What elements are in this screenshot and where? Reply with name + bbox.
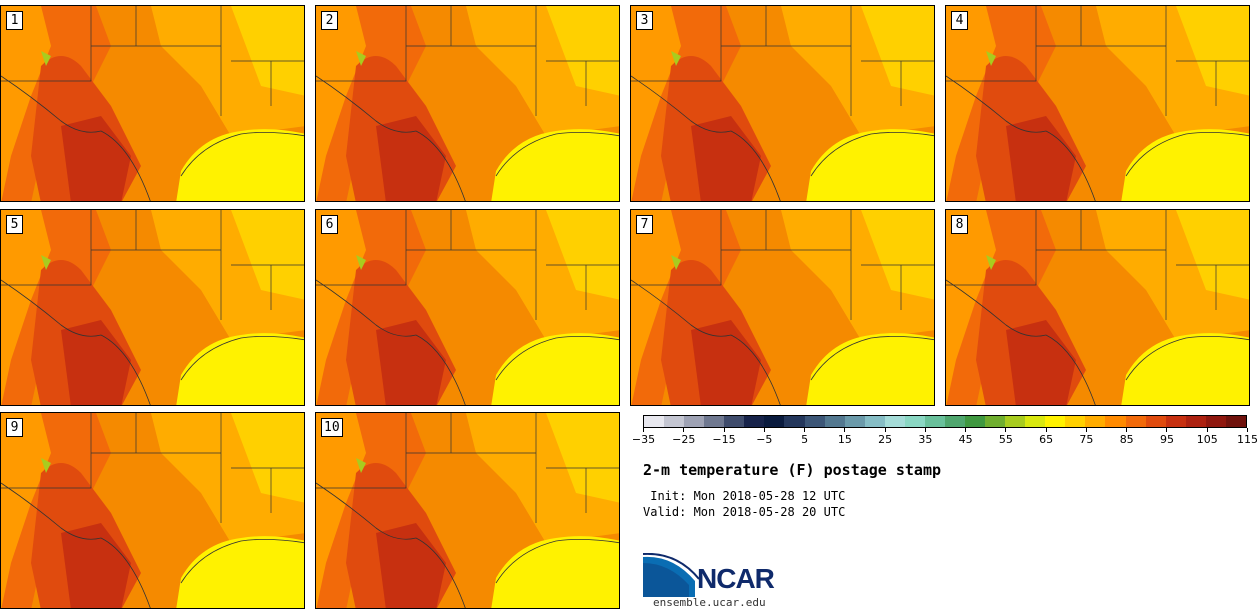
member-number-label: 7 <box>636 215 653 234</box>
member-number-label: 2 <box>321 11 338 30</box>
member-map-panel: 3 <box>630 5 935 202</box>
colorbar-swatch <box>1105 416 1126 427</box>
colorbar-tick: −15 <box>712 428 736 446</box>
member-number-label: 5 <box>6 215 23 234</box>
colorbar-swatch <box>965 416 986 427</box>
colorbar-swatch <box>1185 416 1206 427</box>
member-map-panel: 7 <box>630 209 935 406</box>
init-time: Init: Mon 2018-05-28 12 UTC <box>643 489 846 503</box>
colorbar-swatch <box>1005 416 1026 427</box>
colorbar-tick: 25 <box>878 428 892 446</box>
colorbar-swatch <box>1205 416 1226 427</box>
colorbar-swatch <box>744 416 765 427</box>
colorbar-swatch <box>1125 416 1146 427</box>
member-map-panel: 8 <box>945 209 1250 406</box>
colorbar-tick: −5 <box>756 428 772 446</box>
colorbar-swatch <box>924 416 945 427</box>
colorbar-swatch <box>1165 416 1186 427</box>
colorbar-swatch <box>1225 416 1246 427</box>
member-map-panel: 2 <box>315 5 620 202</box>
colorbar-tick: −25 <box>672 428 695 446</box>
valid-time: Valid: Mon 2018-05-28 20 UTC <box>643 505 846 519</box>
colorbar-swatch <box>1065 416 1086 427</box>
colorbar-tick: 5 <box>801 428 808 446</box>
temperature-colorbar <box>643 415 1247 428</box>
member-number-label: 6 <box>321 215 338 234</box>
member-number-label: 9 <box>6 418 23 437</box>
colorbar-tick: 75 <box>1079 428 1093 446</box>
colorbar-swatch <box>704 416 725 427</box>
colorbar-swatch <box>1045 416 1066 427</box>
member-map-panel: 6 <box>315 209 620 406</box>
colorbar-swatch <box>1145 416 1166 427</box>
ncar-logo-icon <box>643 553 700 597</box>
colorbar-swatch <box>884 416 905 427</box>
colorbar-tick: −35 <box>632 428 655 446</box>
colorbar-swatch <box>684 416 705 427</box>
member-map-panel: 10 <box>315 412 620 609</box>
colorbar-tick: 85 <box>1120 428 1134 446</box>
logo-text: NCAR <box>697 563 775 594</box>
colorbar-swatch <box>904 416 925 427</box>
colorbar-swatch <box>864 416 885 427</box>
colorbar-tick: 35 <box>918 428 932 446</box>
colorbar-swatch <box>1085 416 1106 427</box>
member-map-panel: 1 <box>0 5 305 202</box>
member-number-label: 10 <box>321 418 343 437</box>
plot-title: 2-m temperature (F) postage stamp <box>643 461 942 479</box>
member-map-panel: 5 <box>0 209 305 406</box>
colorbar-tick: 65 <box>1039 428 1053 446</box>
colorbar-swatch <box>724 416 745 427</box>
colorbar-swatch <box>824 416 845 427</box>
colorbar-swatch <box>664 416 685 427</box>
member-number-label: 3 <box>636 11 653 30</box>
colorbar-swatch <box>644 416 665 427</box>
colorbar-tick: 45 <box>959 428 973 446</box>
colorbar-swatch <box>944 416 965 427</box>
colorbar-swatch <box>784 416 805 427</box>
member-number-label: 1 <box>6 11 23 30</box>
colorbar-ticks: −35 −25 −15 −5 5 15 25 35 45 55 65 75 85 95 105 115 <box>632 428 1258 448</box>
member-map-panel: 4 <box>945 5 1250 202</box>
colorbar-tick: 115 <box>1237 428 1258 446</box>
colorbar-tick: 105 <box>1197 428 1218 446</box>
colorbar-tick: 95 <box>1160 428 1174 446</box>
member-map-panel: 9 <box>0 412 305 609</box>
colorbar-tick: 15 <box>838 428 852 446</box>
website-url: ensemble.ucar.edu <box>653 596 766 609</box>
member-number-label: 8 <box>951 215 968 234</box>
member-number-label: 4 <box>951 11 968 30</box>
colorbar-swatch <box>764 416 785 427</box>
colorbar-swatch <box>985 416 1006 427</box>
colorbar-swatch <box>804 416 825 427</box>
colorbar-tick: 55 <box>999 428 1013 446</box>
colorbar-swatch <box>844 416 865 427</box>
colorbar-swatch <box>1025 416 1046 427</box>
